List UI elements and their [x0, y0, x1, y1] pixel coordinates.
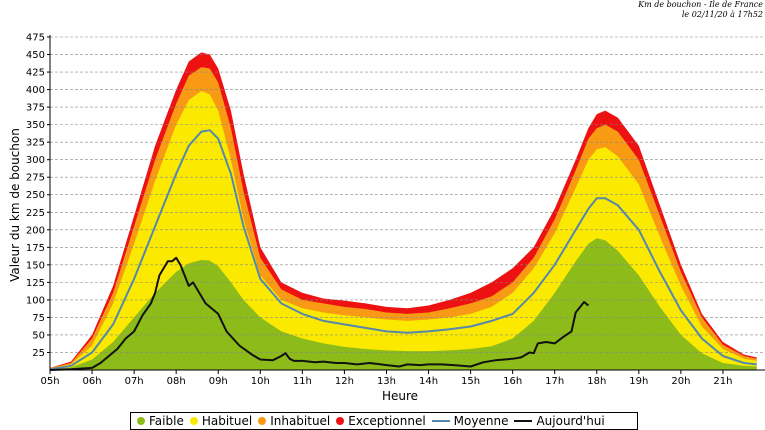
y-tick-label: 475 [26, 33, 45, 44]
x-tick-label: 05h [40, 376, 59, 387]
legend-swatch-aujourdhui [514, 420, 533, 422]
x-tick-label: 11h [293, 376, 312, 387]
x-tick-label: 18h [587, 376, 606, 387]
x-tick-label: 07h [125, 376, 144, 387]
legend-item-moyenne: Moyenne [431, 414, 509, 428]
y-tick-label: 350 [26, 120, 45, 131]
y-tick-labels: 25 50 75 100 125 150 175 200 225 250 275 300 325 350 3… [26, 33, 50, 359]
legend-item-faible: Faible [137, 414, 184, 428]
legend-item-inhabituel: Inhabituel [258, 414, 330, 428]
x-tick-label: 19h [629, 376, 648, 387]
x-tick-label: 20h [671, 376, 690, 387]
legend-item-habituel: Habituel [189, 414, 253, 428]
legend-item-exceptionnel: Exceptionnel [336, 414, 426, 428]
grid-lines [50, 36, 765, 353]
x-tick-label: 10h [251, 376, 270, 387]
y-tick-label: 425 [26, 68, 45, 79]
chart-area: 25 50 75 100 125 150 175 200 225 250 275 300 325 350 3… [8, 33, 765, 403]
y-tick-label: 325 [26, 138, 45, 149]
legend-label-aujourdhui: Aujourd'hui [536, 414, 605, 428]
x-tick-label: 17h [545, 376, 564, 387]
x-tick-label: 12h [335, 376, 354, 387]
x-tick-label: 13h [377, 376, 396, 387]
header-title: Km de bouchon - Ile de France [638, 0, 763, 9]
legend-swatch-faible [137, 417, 145, 425]
y-tick-label: 300 [26, 155, 45, 166]
area-bands [50, 52, 757, 371]
x-tick-labels: 05h 06h 07h 08h 09h 10h 11h 12h 13h 14h 15h 16h 17h 1… [40, 370, 732, 387]
legend-label-exceptionnel: Exceptionnel [348, 414, 426, 428]
y-tick-label: 150 [26, 260, 45, 271]
legend-label-habituel: Habituel [201, 414, 253, 428]
x-tick-label: 16h [503, 376, 522, 387]
x-tick-label: 21h [713, 376, 732, 387]
legend-swatch-inhabituel [258, 417, 267, 425]
legend-label-moyenne: Moyenne [453, 414, 509, 428]
legend-label-faible: Faible [149, 414, 184, 428]
x-axis-label: Heure [382, 389, 418, 403]
y-tick-label: 50 [32, 330, 45, 341]
y-tick-label: 175 [26, 243, 45, 254]
header-timestamp: le 02/11/20 à 17h52 [681, 10, 763, 19]
x-tick-label: 15h [461, 376, 480, 387]
y-tick-label: 225 [26, 208, 45, 219]
series-lines [49, 129, 757, 371]
axes [49, 35, 765, 371]
y-tick-label: 25 [32, 348, 45, 359]
y-tick-label: 450 [26, 50, 45, 61]
legend-swatch-habituel [189, 417, 198, 425]
legend-label-inhabituel: Inhabituel [270, 414, 331, 428]
y-tick-label: 100 [26, 295, 45, 306]
y-axis-label: Valeur du km de bouchon [8, 128, 22, 282]
x-tick-label: 08h [167, 376, 186, 387]
x-tick-label: 06h [83, 376, 102, 387]
legend-swatch-moyenne [431, 420, 450, 422]
y-tick-label: 400 [26, 85, 45, 96]
y-tick-label: 75 [32, 313, 45, 324]
line-moyenne [49, 129, 757, 371]
y-tick-label: 375 [26, 103, 45, 114]
legend-swatch-exceptionnel [336, 417, 345, 425]
y-tick-label: 200 [26, 225, 45, 236]
line-aujourdhui [49, 256, 590, 371]
area-faible [50, 238, 757, 370]
y-tick-label: 275 [26, 173, 45, 184]
chart-legend: Faible Habituel Inhabituel Exceptionnel … [130, 412, 638, 430]
legend-item-aujourdhui: Aujourd'hui [514, 414, 605, 428]
y-tick-label: 250 [26, 190, 45, 201]
x-tick-label: 09h [209, 376, 228, 387]
y-tick-label: 125 [26, 278, 45, 289]
x-tick-label: 14h [419, 376, 438, 387]
